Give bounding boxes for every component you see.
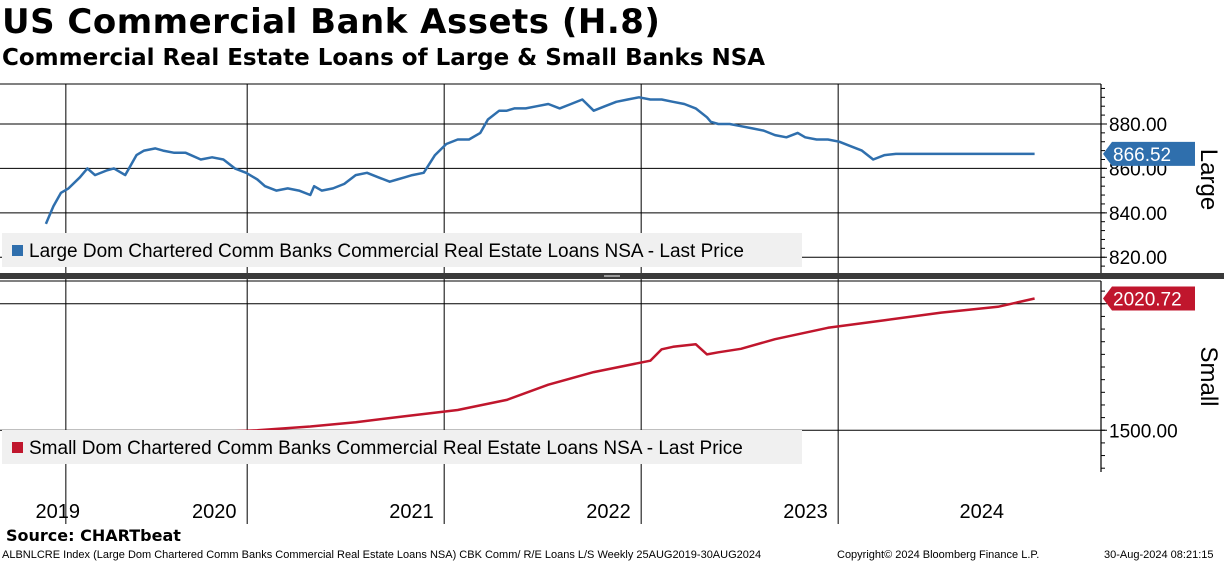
- legend-box-0: [2, 233, 802, 267]
- legend-swatch-0: [12, 245, 23, 256]
- x-year-label-5: 2024: [959, 501, 1004, 523]
- ticker-info: ALBNLCRE Index (Large Dom Chartered Comm…: [2, 549, 762, 561]
- y-tick-label-0-1: 840.00: [1109, 204, 1167, 225]
- chart-title: US Commercial Bank Assets (H.8): [2, 2, 661, 42]
- y-tick-label-1-0: 1500.00: [1109, 421, 1178, 442]
- copyright-text: Copyright© 2024 Bloomberg Finance L.P.: [837, 549, 1040, 561]
- x-year-label-4: 2023: [783, 501, 828, 523]
- panel-divider-grip: [604, 275, 620, 277]
- series-line-1: [45, 297, 1035, 447]
- y-tick-label-0-3: 880.00: [1109, 115, 1167, 136]
- last-value-label-0: 866.52: [1113, 145, 1171, 166]
- series-line-0: [44, 96, 1035, 225]
- x-year-label-0: 2019: [35, 501, 80, 523]
- last-value-label-1: 2020.72: [1113, 290, 1182, 311]
- x-year-label-1: 2020: [192, 501, 237, 523]
- legend-label-1: Small Dom Chartered Comm Banks Commercia…: [29, 438, 743, 459]
- legend-box-1: [2, 430, 802, 464]
- legend-swatch-1: [12, 442, 23, 453]
- panel-label-1: Small: [1195, 346, 1222, 406]
- x-year-label-3: 2022: [586, 501, 631, 523]
- last-value-badge-1: [1103, 286, 1195, 311]
- x-year-label-2: 2021: [389, 501, 434, 523]
- y-tick-label-0-0: 820.00: [1109, 248, 1167, 269]
- timestamp-text: 30-Aug-2024 08:21:15: [1104, 549, 1214, 561]
- legend-label-0: Large Dom Chartered Comm Banks Commercia…: [29, 241, 744, 262]
- last-value-badge-0: [1103, 141, 1195, 166]
- panel-label-0: Large: [1195, 149, 1222, 210]
- source-label: Source: CHARTbeat: [6, 526, 181, 545]
- chart-subtitle: Commercial Real Estate Loans of Large & …: [2, 45, 766, 71]
